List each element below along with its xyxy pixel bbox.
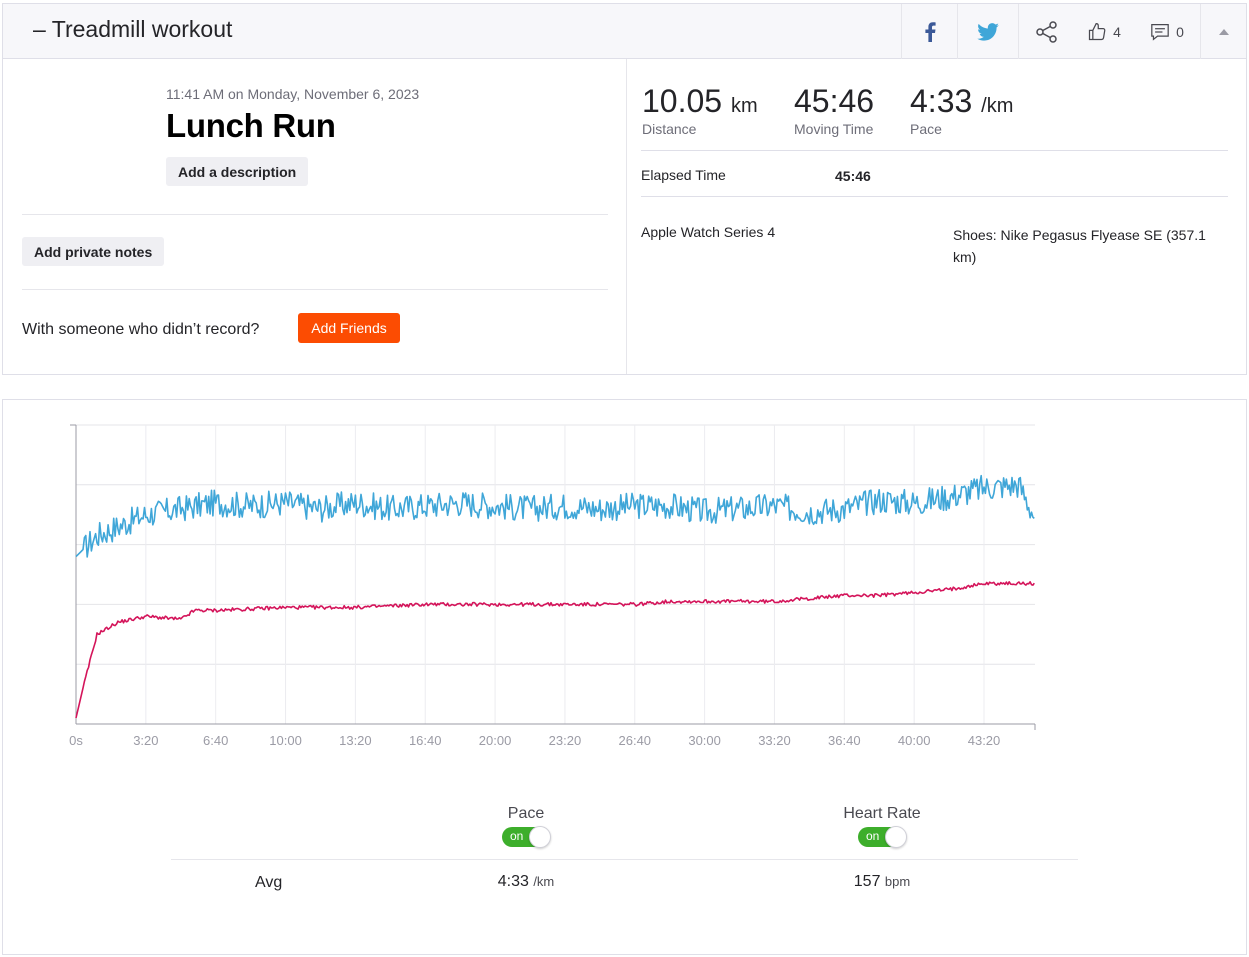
distance-unit: km [730, 95, 758, 117]
pace-toggle[interactable]: on [502, 826, 551, 848]
distance-stat: 10.05 km Distance [642, 83, 758, 137]
x-tick-label: 13:20 [339, 733, 372, 748]
divider [22, 289, 608, 290]
kudos-count: 4 [1113, 23, 1121, 40]
activity-type-title[interactable]: – Treadmill workout [33, 16, 233, 42]
facebook-icon [924, 21, 936, 42]
add-private-notes-button[interactable]: Add private notes [22, 237, 165, 266]
x-tick-label: 30:00 [688, 733, 721, 748]
x-tick-label: 3:20 [133, 733, 158, 748]
avg-pace: 4:33 /km [426, 873, 626, 891]
distance-value: 10.05 [642, 83, 723, 119]
device-name: Apple Watch Series 4 [641, 224, 776, 240]
divider [641, 196, 1228, 197]
share-button[interactable] [1018, 4, 1074, 59]
toggle-knob [885, 826, 907, 848]
twitter-icon [977, 22, 999, 41]
toggle-knob [529, 826, 551, 848]
activity-details-panel: 11:41 AM on Monday, November 6, 2023 Lun… [3, 59, 627, 374]
twitter-share-button[interactable] [957, 4, 1018, 59]
x-tick-label: 6:40 [203, 733, 228, 748]
pace-label: Pace [910, 121, 942, 137]
activity-header: – Treadmill workout 4 0 [3, 4, 1246, 59]
heart-rate-toggle-text: on [866, 829, 880, 843]
x-tick-label: 23:20 [549, 733, 582, 748]
heart-rate-legend-label: Heart Rate [843, 805, 921, 822]
pace-unit: /km [981, 95, 1014, 117]
add-friends-button[interactable]: Add Friends [298, 313, 400, 343]
shoes-line-1: Shoes: Nike Pegasus Flyease SE (357.1 [953, 227, 1206, 243]
pace-legend: Pace on [466, 805, 586, 848]
shoes-line-2: km) [953, 249, 977, 265]
share-icon [1035, 20, 1057, 43]
activity-name[interactable]: Lunch Run [166, 107, 336, 144]
pace-heart-rate-chart[interactable]: 0s 3:20 6:40 10:00 13:20 16:40 20:00 23:20 26:40… [3, 400, 1246, 800]
avg-hr-value: 157 [853, 873, 881, 890]
x-tick-label: 0s [69, 733, 83, 748]
pace-value: 4:33 [910, 83, 973, 119]
x-tick-label: 16:40 [409, 733, 442, 748]
elapsed-time-label: Elapsed Time [641, 167, 726, 183]
elapsed-time-value: 45:46 [835, 168, 871, 184]
x-tick-label: 40:00 [898, 733, 931, 748]
add-description-button[interactable]: Add a description [166, 157, 309, 186]
x-tick-label: 43:20 [968, 733, 1001, 748]
activity-stats-panel: 10.05 km Distance 45:46 Moving Time 4:33… [627, 59, 1246, 374]
collapse-button[interactable] [1200, 4, 1247, 59]
comment-icon [1151, 23, 1169, 41]
shoes-info[interactable]: Shoes: Nike Pegasus Flyease SE (357.1 km… [953, 224, 1206, 268]
avg-hr-unit: bpm [884, 874, 911, 889]
divider [22, 214, 608, 215]
pace-stat: 4:33 /km Pace [910, 83, 1013, 137]
avg-heart-rate: 157 bpm [782, 873, 982, 891]
kudos-button[interactable]: 4 [1074, 4, 1134, 59]
pace-toggle-text: on [510, 829, 524, 843]
comment-count: 0 [1176, 23, 1184, 40]
x-tick-label: 36:40 [828, 733, 861, 748]
moving-time-stat: 45:46 Moving Time [794, 83, 874, 137]
with-someone-text: With someone who didn’t record? [22, 321, 260, 338]
pace-legend-label: Pace [507, 805, 545, 822]
caret-up-icon [1219, 28, 1229, 35]
avg-pace-unit: /km [533, 874, 555, 889]
x-tick-label: 10:00 [269, 733, 302, 748]
activity-datetime: 11:41 AM on Monday, November 6, 2023 [166, 86, 420, 102]
avg-label: Avg [255, 874, 283, 891]
heart-rate-series-line [75, 581, 1035, 719]
x-tick-label: 26:40 [619, 733, 652, 748]
facebook-share-button[interactable] [901, 4, 957, 59]
thumbs-up-icon [1088, 22, 1106, 40]
divider [171, 859, 1078, 860]
x-tick-label: 33:20 [758, 733, 791, 748]
divider [641, 150, 1228, 151]
comments-button[interactable]: 0 [1134, 4, 1200, 59]
moving-time-label: Moving Time [794, 121, 874, 137]
pace-series-line [75, 474, 1035, 558]
avg-pace-value: 4:33 [497, 873, 529, 890]
heart-rate-legend: Heart Rate on [822, 805, 942, 848]
x-tick-label: 20:00 [479, 733, 512, 748]
distance-label: Distance [642, 121, 697, 137]
moving-time-value: 45:46 [794, 83, 875, 119]
heart-rate-toggle[interactable]: on [858, 826, 907, 848]
analysis-chart-card: 0s 3:20 6:40 10:00 13:20 16:40 20:00 23:20 26:40… [2, 399, 1247, 955]
activity-summary-card: – Treadmill workout 4 0 11:41 AM on Mond… [2, 3, 1247, 375]
